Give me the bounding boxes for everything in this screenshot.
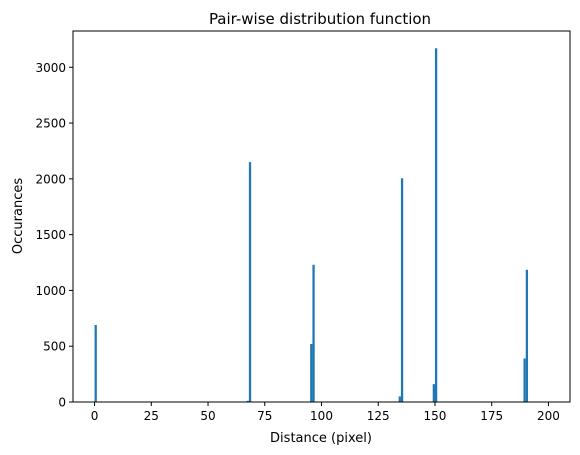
y-axis-ticks: 0 500 1000 1500 2000 2500 3000 [35, 61, 73, 410]
y-axis-label: Occurances [11, 178, 26, 254]
histogram-bar [312, 264, 315, 402]
x-axis-ticks: 0 25 50 75 100 125 150 175 200 [91, 402, 560, 423]
histogram-bar [94, 325, 97, 402]
histogram-bar [310, 343, 313, 402]
y-tick-label: 3000 [35, 61, 66, 75]
x-tick-label: 50 [200, 409, 215, 423]
histogram-bar [400, 178, 404, 402]
x-tick-label: 200 [537, 409, 560, 423]
x-tick-label: 175 [480, 409, 503, 423]
y-tick-label: 2000 [35, 172, 66, 186]
x-tick-label: 150 [424, 409, 447, 423]
histogram-bar [246, 400, 249, 402]
histogram-bar [398, 396, 401, 402]
y-tick-label: 1500 [35, 228, 66, 242]
x-tick-label: 25 [144, 409, 159, 423]
histogram-bar [434, 48, 438, 402]
chart-title: Pair-wise distribution function [209, 10, 431, 28]
histogram-bar [248, 162, 252, 402]
x-tick-label: 0 [91, 409, 99, 423]
histogram-bar [432, 384, 435, 402]
y-tick-label: 1000 [35, 284, 66, 298]
histogram-bar [525, 269, 529, 402]
plot-frame [72, 30, 571, 403]
x-tick-label: 100 [310, 409, 333, 423]
histogram-bar [523, 358, 526, 402]
bars-group [94, 48, 529, 402]
x-tick-label: 125 [367, 409, 390, 423]
y-tick-label: 0 [58, 396, 66, 410]
x-tick-label: 75 [257, 409, 272, 423]
y-tick-label: 2500 [35, 117, 66, 131]
x-axis-label: Distance (pixel) [270, 431, 372, 446]
y-tick-label: 500 [43, 340, 66, 354]
